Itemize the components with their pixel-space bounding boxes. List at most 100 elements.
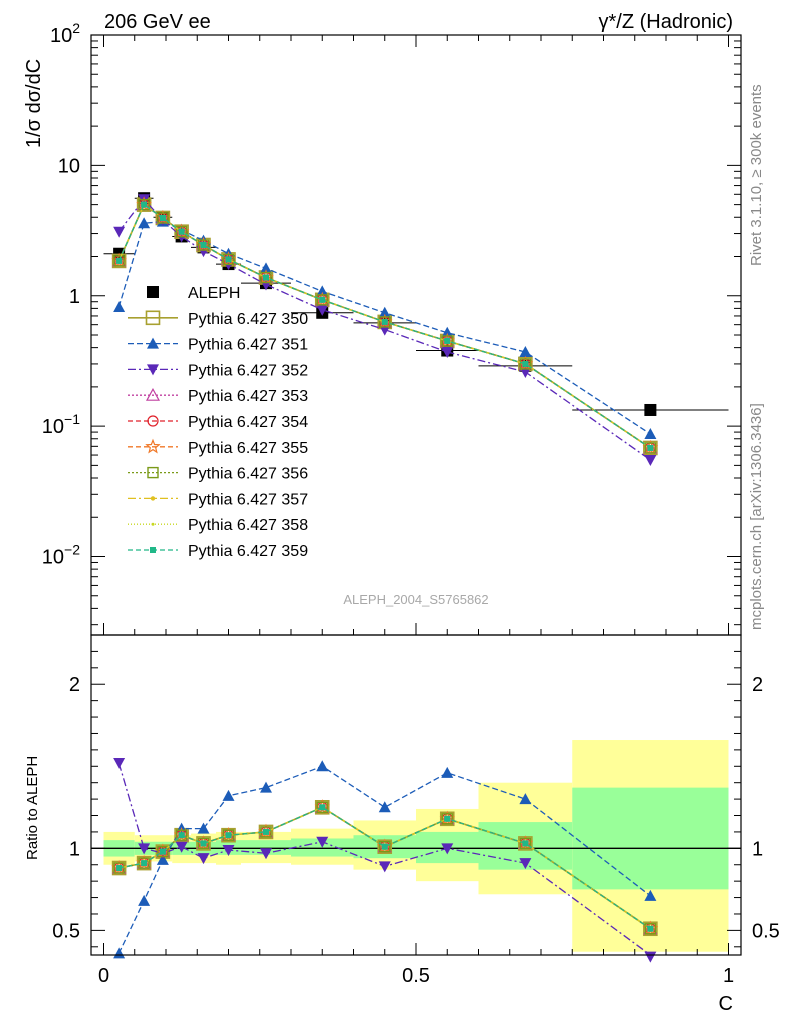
ratio-point-9-11 (647, 925, 654, 932)
ratio-point-2-9 (441, 843, 454, 855)
ratio-point-6-10 (519, 837, 532, 850)
header-right: γ*/Z (Hadronic) (599, 11, 733, 33)
main-series-line-9 (118, 203, 651, 449)
ratio-y-label-left-0: 0.5 (52, 920, 80, 942)
legend-label-7: Pythia 6.427 356 (188, 466, 308, 483)
legend-item-4: Pythia 6.427 353 (128, 387, 308, 405)
main-point-7-0 (113, 255, 125, 267)
x-tick-label-1: 0.5 (402, 965, 430, 987)
legend-item-0: ALEPH (147, 285, 240, 302)
main-point-7-6 (260, 271, 272, 284)
ratio-point-6-0 (113, 862, 125, 874)
legend-marker-1 (145, 310, 161, 326)
legend-item-8: Pythia 6.427 357 (128, 491, 308, 508)
rivet-label: Rivet 3.1.10, ≥ 300k events (748, 84, 765, 266)
ratio-point-9-2 (159, 848, 166, 855)
legend-item-3: Pythia 6.427 352 (128, 362, 308, 379)
legend-marker-6 (145, 438, 161, 454)
legend-label-0: ALEPH (188, 285, 240, 302)
ratio-point-1-9 (441, 766, 454, 778)
main-point-7-8 (379, 316, 391, 328)
ratio-point-1-4 (197, 822, 210, 834)
ratio-point-6-9 (441, 813, 453, 825)
main-point-3-11 (644, 454, 657, 466)
ratio-point-1-7 (316, 760, 329, 772)
main-point-10-11 (647, 444, 654, 451)
ratio-point-1-2 (156, 853, 169, 865)
legend-marker-2 (147, 337, 159, 349)
legend-marker-4 (145, 387, 161, 401)
ratio-y-label-right-2: 2 (752, 674, 763, 696)
main-point-2-10 (519, 346, 532, 358)
ratio-point-6-3 (175, 829, 188, 841)
main-point-10-6 (263, 274, 269, 281)
legend-item-1: Pythia 6.427 350 (128, 310, 308, 328)
ratio-y-label-right-1: 1 (752, 838, 763, 860)
ratio-ylabel: Ratio to ALEPH (24, 756, 41, 860)
main-point-7-11 (644, 442, 657, 454)
ratio-series-line-1 (118, 765, 651, 954)
main-point-2-1 (138, 217, 151, 229)
legend-item-10: Pythia 6.427 359 (128, 543, 308, 560)
ratio-series-line-2 (118, 762, 651, 956)
main-point-7-9 (441, 335, 453, 347)
legend-marker-10 (150, 547, 156, 553)
main-point-2-6 (260, 262, 272, 274)
main-series-0 (103, 192, 729, 416)
ratio-point-1-10 (519, 793, 532, 805)
ratio-point-6-8 (379, 840, 391, 853)
band-green-11 (572, 787, 729, 890)
legend-label-1: Pythia 6.427 350 (188, 311, 308, 328)
legend-label-3: Pythia 6.427 352 (188, 362, 308, 379)
mcplots-label: mcplots.cern.ch [arXiv:1306.3436] (748, 403, 765, 630)
ratio-point-2-7 (316, 836, 329, 848)
legend-marker-5 (147, 415, 159, 427)
y-tick-label-2: 1 (69, 286, 80, 308)
legend-marker-0 (147, 286, 159, 298)
ratio-series-line-9 (118, 806, 651, 930)
ratio-point-9-7 (319, 804, 326, 811)
legend-item-5: Pythia 6.427 354 (128, 414, 308, 431)
legend-label-8: Pythia 6.427 357 (188, 491, 308, 508)
ratio-point-6-1 (138, 857, 150, 869)
main-point-10-8 (381, 318, 388, 325)
legend-label-9: Pythia 6.427 358 (188, 517, 308, 534)
xlabel: C (719, 993, 733, 1015)
main-point-10-7 (319, 296, 326, 303)
main-point-10-10 (522, 360, 529, 367)
legend-label-6: Pythia 6.427 355 (188, 440, 308, 457)
legend-marker-8 (150, 496, 156, 501)
legend-item-7: Pythia 6.427 356 (128, 466, 308, 483)
main-point-3-10 (519, 367, 532, 379)
ratio-point-6-5 (222, 829, 235, 841)
ratio-point-9-6 (263, 828, 269, 835)
main-point-7-10 (519, 358, 532, 370)
main-point-10-1 (141, 201, 148, 208)
ratio-point-9-8 (381, 843, 388, 850)
ratio-point-2-0 (113, 758, 126, 769)
ratio-uncertainty-bands (91, 740, 741, 952)
x-tick-label-2: 1 (723, 965, 734, 987)
y-tick-label-3: 10−1 (42, 411, 80, 438)
main-point-10-4 (200, 242, 207, 249)
y-tick-label-1: 10 (58, 155, 80, 177)
ratio-point-2-11 (644, 951, 657, 963)
header-left: 206 GeV ee (104, 11, 211, 33)
ratio-point-9-3 (178, 832, 185, 839)
main-point-10-2 (159, 214, 166, 221)
legend-marker-7 (147, 466, 159, 479)
ratio-series-2 (113, 758, 657, 963)
ratio-point-1-11 (644, 889, 657, 901)
ratio-point-2-6 (260, 848, 272, 860)
ratio-point-6-7 (316, 801, 328, 814)
legend-label-2: Pythia 6.427 351 (188, 337, 308, 354)
main-point-7-3 (175, 225, 188, 238)
legend-marker-9 (151, 522, 155, 526)
ratio-point-6-4 (197, 837, 210, 850)
ratio-point-2-1 (138, 843, 151, 855)
main-point-7-2 (157, 212, 169, 224)
main-point-7-7 (316, 294, 328, 306)
main-point-2-8 (378, 306, 391, 318)
ratio-point-9-10 (522, 840, 529, 847)
main-series-10 (116, 201, 654, 451)
